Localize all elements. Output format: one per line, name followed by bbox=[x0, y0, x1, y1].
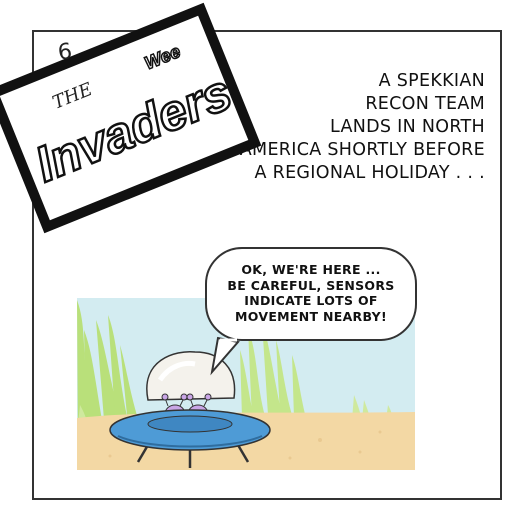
speech-bubble-text: OK, WE'RE HERE ... BE CAREFUL, SENSORS I… bbox=[216, 262, 406, 324]
caption-line: RECON TEAM bbox=[365, 94, 485, 114]
caption-line: A REGIONAL HOLIDAY . . . bbox=[254, 163, 485, 183]
narration-caption: A SPEKKIAN RECON TEAM LANDS IN NORTH AME… bbox=[185, 70, 485, 185]
speech-line: MOVEMENT NEARBY! bbox=[235, 308, 387, 324]
speech-line: BE CAREFUL, SENSORS bbox=[227, 277, 395, 293]
caption-line: A SPEKKIAN bbox=[378, 71, 485, 91]
speech-line: OK, WE'RE HERE ... bbox=[241, 262, 381, 277]
speech-bubble-shape bbox=[205, 247, 417, 341]
caption-line: AMERICA SHORTLY BEFORE bbox=[239, 140, 485, 160]
tall-grass-left bbox=[77, 300, 140, 440]
caption-line: LANDS IN NORTH bbox=[330, 117, 485, 137]
speech-bubble bbox=[205, 247, 417, 376]
tall-grass-right bbox=[240, 322, 306, 420]
speech-line: INDICATE LOTS OF bbox=[244, 293, 378, 308]
